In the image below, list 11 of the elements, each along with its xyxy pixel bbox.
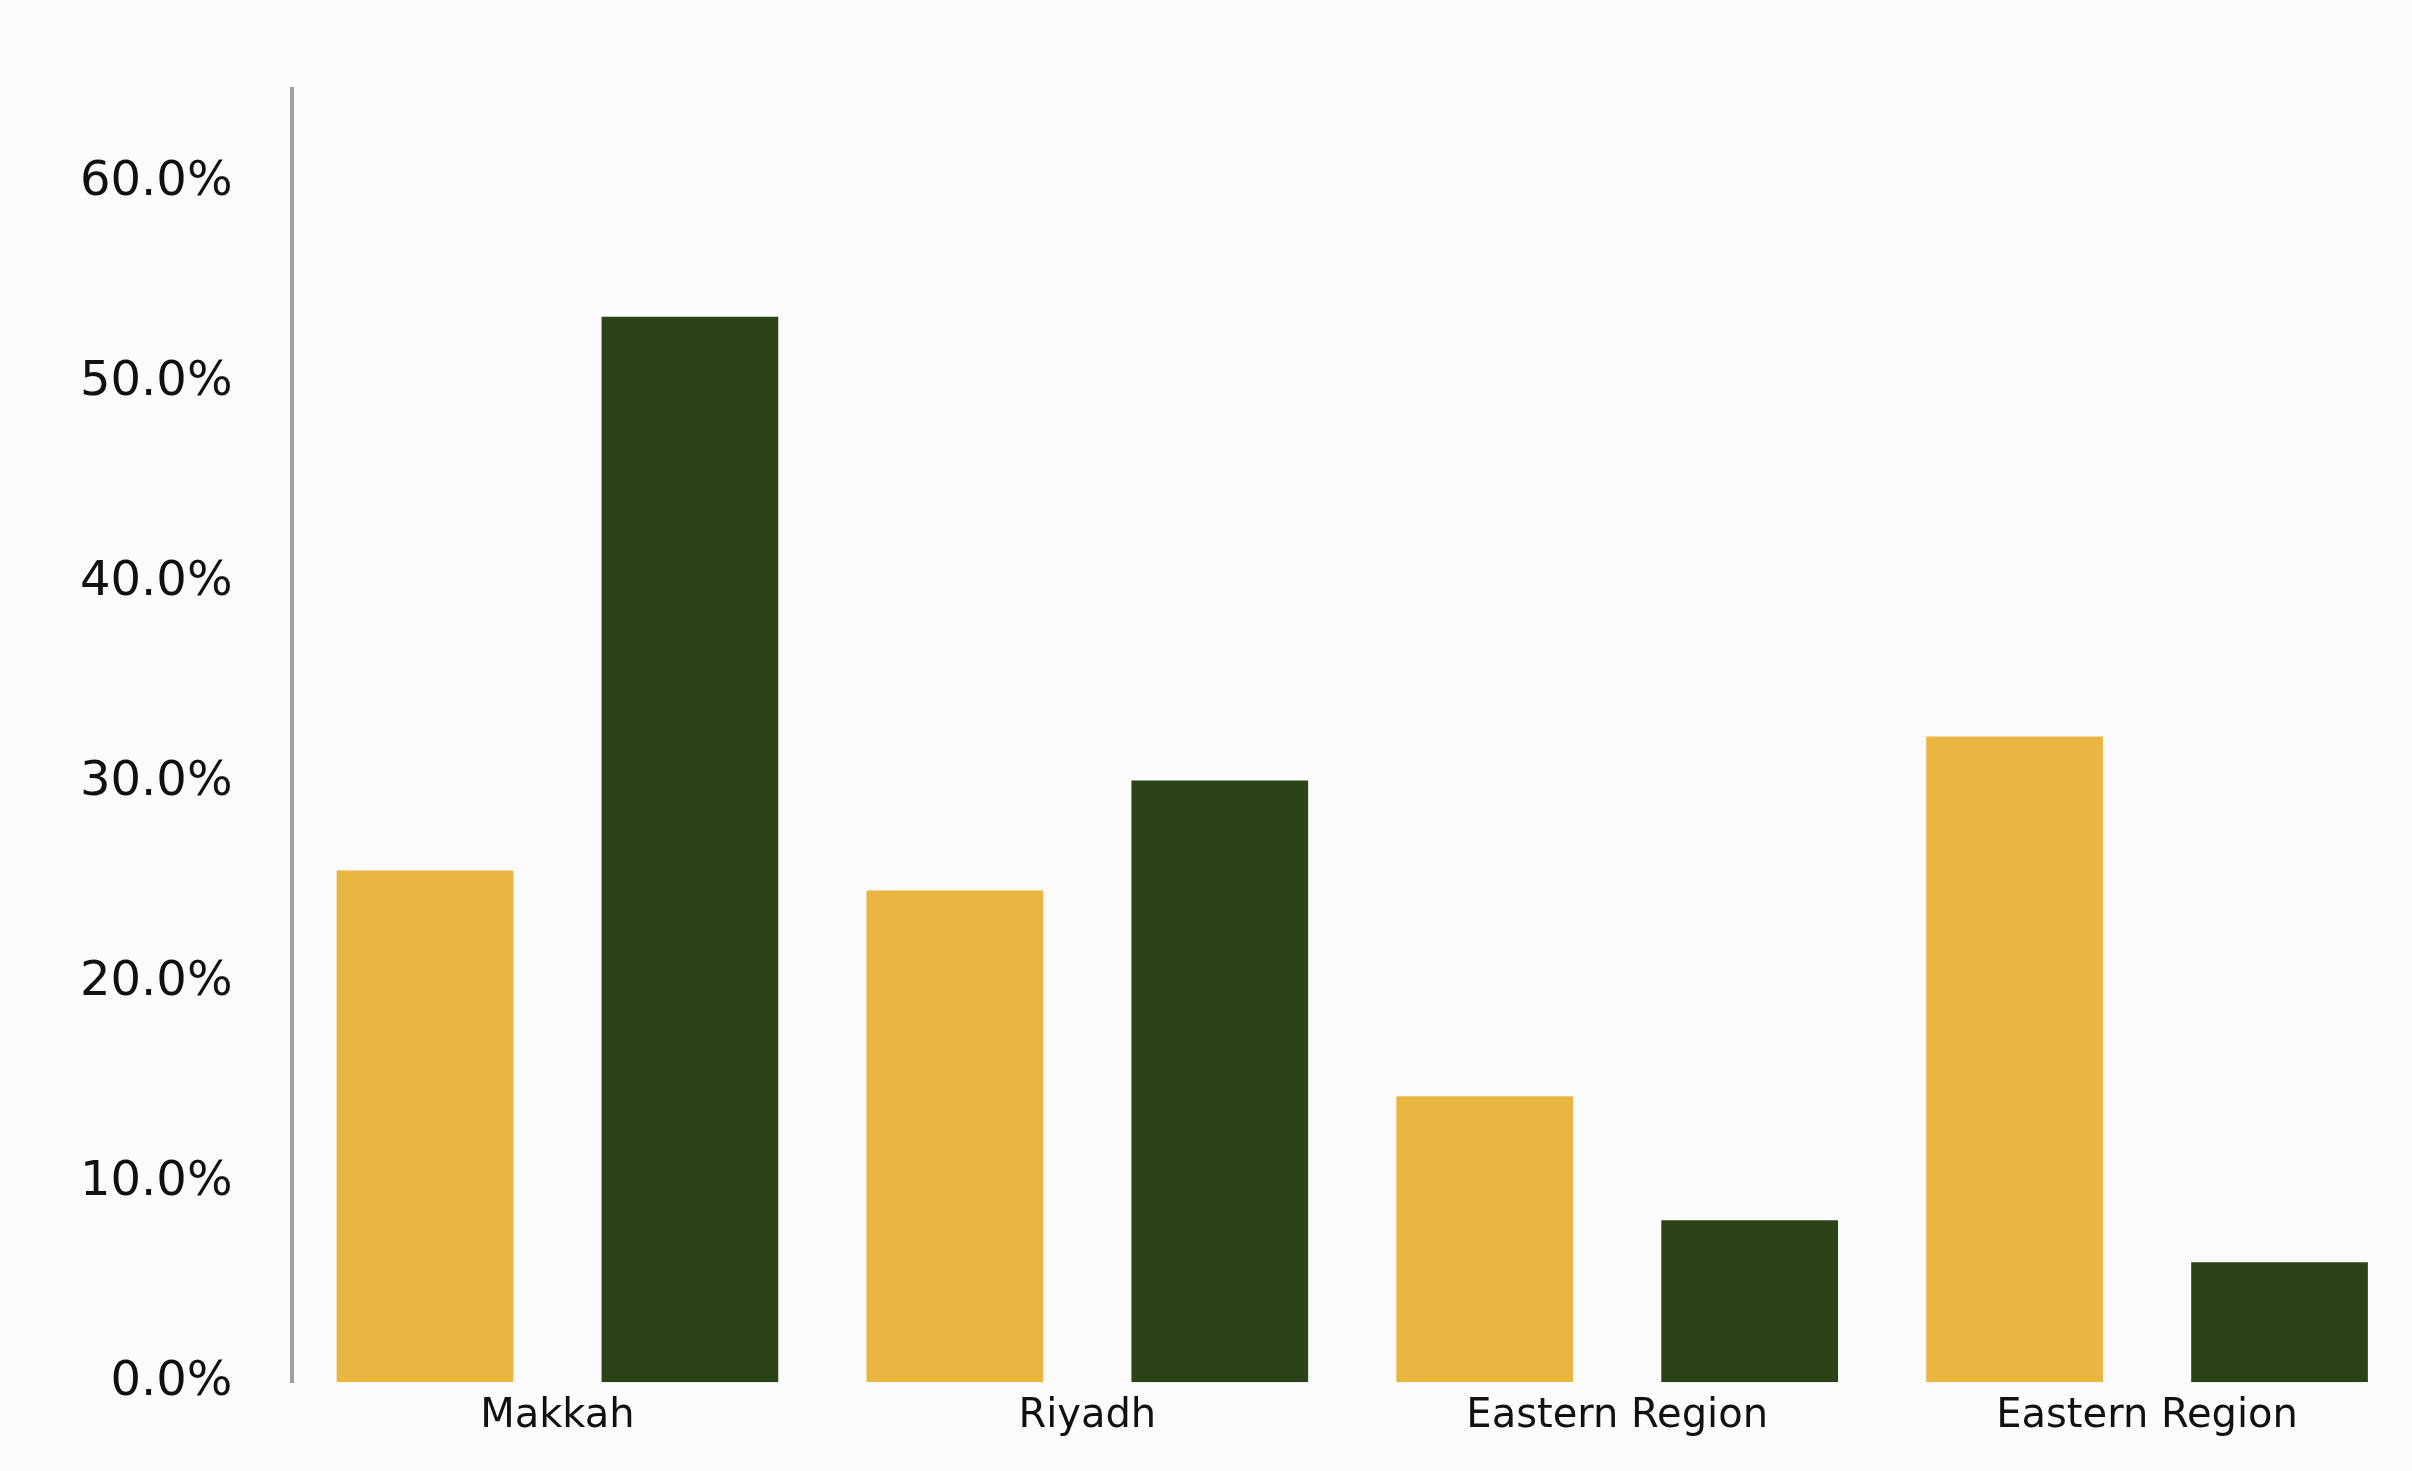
- y-tick-label: 30.0%: [80, 749, 233, 806]
- x-tick-label: Eastern Region: [1466, 1389, 1769, 1436]
- x-tick-label: Eastern Region: [1996, 1389, 2298, 1436]
- y-tick-label: 40.0%: [80, 550, 233, 607]
- y-tick-label: 60.0%: [80, 150, 233, 207]
- y-tick-label: 20.0%: [80, 949, 233, 1006]
- x-tick-label: Riyadh: [1018, 1389, 1157, 1436]
- y-tick-label: 50.0%: [80, 350, 233, 407]
- y-tick-label: 0.0%: [110, 1349, 233, 1406]
- y-tick-label: 10.0%: [80, 1149, 233, 1206]
- x-tick-label: Makkah: [480, 1389, 635, 1436]
